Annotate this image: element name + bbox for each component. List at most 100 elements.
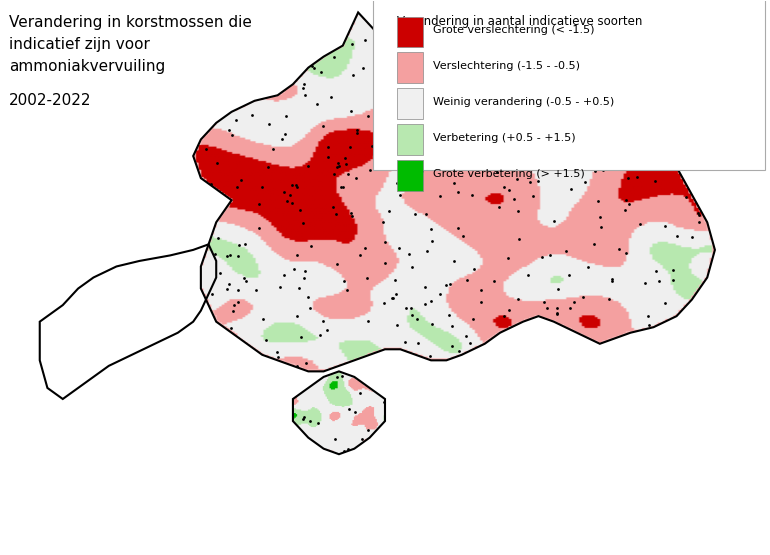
Point bbox=[565, 184, 578, 193]
Point bbox=[420, 210, 433, 219]
Point bbox=[214, 269, 226, 278]
Point bbox=[297, 415, 310, 424]
Point bbox=[653, 153, 665, 162]
Point bbox=[288, 265, 300, 274]
Point bbox=[419, 300, 431, 309]
Point bbox=[206, 289, 218, 298]
Point bbox=[328, 170, 340, 179]
Text: indicatief zijn voor: indicatief zijn voor bbox=[9, 37, 150, 52]
Text: Verslechtering (-1.5 - -0.5): Verslechtering (-1.5 - -0.5) bbox=[433, 61, 580, 71]
Point bbox=[280, 112, 292, 120]
Point bbox=[379, 237, 391, 246]
Point bbox=[595, 223, 608, 231]
Point bbox=[383, 206, 395, 215]
Point bbox=[426, 237, 438, 246]
Point bbox=[343, 405, 356, 414]
Point bbox=[400, 303, 412, 312]
Text: Verandering in aantal indicatieve soorten: Verandering in aantal indicatieve soorte… bbox=[397, 15, 642, 28]
Point bbox=[298, 412, 310, 421]
Point bbox=[454, 83, 467, 92]
Point bbox=[592, 196, 604, 205]
Point bbox=[393, 243, 405, 252]
Point bbox=[389, 276, 401, 285]
Point bbox=[452, 187, 464, 196]
Point bbox=[425, 224, 437, 233]
Point bbox=[693, 210, 705, 219]
Point bbox=[280, 197, 293, 206]
Point bbox=[263, 120, 275, 129]
Point bbox=[503, 306, 515, 315]
Point bbox=[350, 129, 363, 138]
Point bbox=[346, 70, 359, 79]
Point bbox=[390, 321, 403, 330]
Point bbox=[350, 174, 363, 183]
Point bbox=[576, 162, 588, 171]
Bar bbox=[397, 88, 424, 119]
Point bbox=[362, 426, 374, 435]
Point bbox=[277, 270, 290, 279]
Point bbox=[394, 177, 407, 186]
Point bbox=[299, 90, 311, 99]
Point bbox=[357, 435, 369, 443]
Point bbox=[306, 62, 318, 70]
Point bbox=[357, 64, 370, 73]
Point bbox=[286, 198, 298, 207]
Point bbox=[302, 161, 314, 170]
Point bbox=[416, 166, 428, 175]
Point bbox=[475, 297, 487, 306]
Point bbox=[405, 304, 417, 312]
Point bbox=[536, 253, 548, 261]
Point bbox=[469, 106, 481, 115]
Point bbox=[415, 142, 427, 151]
Point bbox=[490, 168, 503, 176]
Point bbox=[253, 200, 266, 209]
Point bbox=[339, 154, 351, 163]
Point bbox=[434, 289, 446, 298]
Point bbox=[581, 108, 593, 117]
Point bbox=[204, 179, 216, 188]
Point bbox=[284, 191, 296, 200]
Point bbox=[340, 160, 352, 169]
Point bbox=[297, 84, 310, 93]
Point bbox=[298, 274, 310, 282]
Point bbox=[212, 233, 224, 242]
Point bbox=[511, 175, 524, 184]
Point bbox=[447, 83, 459, 92]
Point bbox=[532, 176, 544, 185]
Point bbox=[420, 246, 433, 255]
Polygon shape bbox=[293, 371, 385, 454]
Point bbox=[542, 145, 554, 154]
Point bbox=[513, 235, 525, 244]
Point bbox=[446, 342, 458, 351]
Point bbox=[331, 162, 343, 171]
Point bbox=[223, 280, 236, 289]
Point bbox=[354, 250, 367, 259]
Point bbox=[363, 165, 376, 174]
Point bbox=[338, 277, 350, 286]
Point bbox=[606, 276, 618, 285]
Point bbox=[293, 205, 306, 214]
Point bbox=[541, 304, 554, 312]
Point bbox=[608, 139, 620, 148]
Text: Verbetering (+0.5 - +1.5): Verbetering (+0.5 - +1.5) bbox=[433, 133, 575, 143]
Point bbox=[227, 307, 239, 316]
Point bbox=[412, 339, 424, 347]
Point bbox=[328, 53, 340, 62]
Point bbox=[508, 194, 521, 203]
Point bbox=[409, 210, 421, 219]
Point bbox=[454, 347, 466, 356]
Point bbox=[467, 264, 480, 273]
Point bbox=[552, 284, 564, 293]
Point bbox=[224, 251, 236, 260]
Point bbox=[379, 258, 391, 267]
Point bbox=[350, 126, 363, 135]
Point bbox=[460, 331, 472, 340]
Point bbox=[497, 312, 510, 321]
Point bbox=[435, 161, 447, 170]
Point bbox=[349, 408, 361, 417]
Point bbox=[344, 143, 357, 152]
Point bbox=[233, 241, 246, 250]
Point bbox=[487, 89, 499, 98]
Point bbox=[537, 297, 550, 306]
Point bbox=[240, 276, 253, 285]
